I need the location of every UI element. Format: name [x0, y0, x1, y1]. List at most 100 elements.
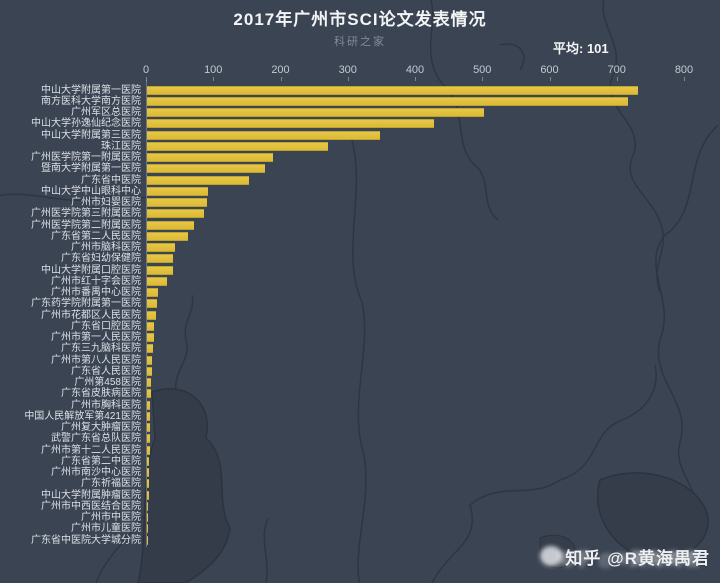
bar — [147, 254, 174, 264]
bar — [147, 468, 150, 477]
chart-subtitle: 科研之家 — [334, 36, 386, 48]
hospital-label: 中山大学附属口腔医院 — [41, 264, 141, 276]
bar — [147, 119, 435, 129]
bar-row: 广东省皮肤病医院 — [0, 388, 720, 399]
bar-row: 广州复大肿瘤医院 — [0, 422, 720, 433]
bar-row: 中国人民解放军第421医院 — [0, 411, 720, 422]
bar-row: 广州市脑科医院 — [0, 242, 720, 253]
bar-row: 中山大学附属第一医院 — [0, 85, 720, 96]
bar — [147, 490, 150, 500]
bar-row: 广东省第二人民医院 — [0, 231, 720, 242]
hospital-label: 广州市番禺中心医院 — [51, 287, 141, 298]
hospital-label: 中山大学孙逸仙纪念医院 — [31, 118, 141, 130]
hospital-label: 中山大学附属肿瘤医院 — [41, 489, 141, 501]
bar-row: 广州市妇婴医院 — [0, 197, 720, 208]
hospital-label: 武警广东省总队医院 — [51, 433, 141, 445]
bar-row: 广州第458医院 — [0, 377, 720, 388]
bar-row: 中山大学孙逸仙纪念医院 — [0, 118, 720, 129]
bar — [147, 513, 149, 522]
x-tick-mark — [146, 77, 147, 81]
bar-row: 广东省第二中医院 — [0, 456, 720, 467]
bar — [147, 389, 152, 399]
bar — [147, 175, 250, 185]
hospital-label: 广东三九脑科医院 — [61, 343, 141, 355]
bar-row: 广州市中西医结合医院 — [0, 501, 720, 512]
x-tick-label: 600 — [540, 64, 559, 76]
x-tick-label: 700 — [607, 64, 626, 76]
hospital-label: 广东省皮肤病医院 — [61, 388, 141, 400]
bar — [147, 333, 154, 342]
hospital-label: 广州市脑科医院 — [71, 242, 141, 253]
hospital-label: 广州复大肿瘤医院 — [61, 422, 141, 433]
hospital-label: 广州市花都区人民医院 — [41, 309, 141, 321]
bar-row: 广州市儿童医院 — [0, 523, 720, 534]
x-tick-mark — [616, 77, 618, 81]
bar — [147, 344, 154, 354]
bar-row: 广州市花都区人民医院 — [0, 310, 720, 321]
hospital-label: 南方医科大学南方医院 — [41, 95, 141, 107]
bar-row: 中山大学附属第三医院 — [0, 130, 720, 141]
bar — [147, 265, 173, 275]
hospital-label: 广州军区总医院 — [71, 107, 141, 118]
bar — [147, 310, 156, 320]
bar-row: 广州医学院第二附属医院 — [0, 220, 720, 231]
bar-row: 广州市中医院 — [0, 512, 720, 523]
hospital-label: 广州医学院第一附属医院 — [31, 152, 141, 163]
bar — [147, 378, 152, 387]
bar-row: 广东省口腔医院 — [0, 321, 720, 332]
y-axis-line — [146, 80, 147, 547]
hospital-label: 广州市儿童医院 — [71, 523, 141, 535]
hospital-label: 广州市红十字会医院 — [51, 275, 141, 287]
x-tick-mark — [482, 77, 484, 81]
bar-row: 广州军区总医院 — [0, 107, 720, 118]
bar — [147, 411, 151, 421]
x-tick-mark — [684, 77, 685, 81]
hospital-label: 中山大学附属第三医院 — [41, 129, 141, 141]
page-title: 2017年广州市SCI论文发表情况 — [233, 10, 487, 29]
bar — [147, 209, 205, 219]
bar — [147, 186, 209, 196]
bar — [147, 355, 153, 365]
bar — [147, 366, 152, 376]
bar-row: 广州市胸科医院 — [0, 400, 720, 411]
hospital-label: 广东祈福医院 — [81, 478, 141, 490]
bar — [147, 130, 381, 140]
hospital-label: 中山大学附属第一医院 — [41, 84, 141, 96]
hospital-label: 中国人民解放军第421医院 — [24, 410, 141, 422]
x-tick-mark — [213, 77, 215, 81]
x-tick-mark — [280, 77, 282, 81]
hospital-label: 广东省中医院 — [81, 174, 141, 186]
x-tick-mark — [347, 77, 349, 81]
x-tick-label: 100 — [204, 64, 223, 76]
bar — [147, 231, 189, 241]
bar-row: 广州市南沙中心医院 — [0, 467, 720, 478]
x-tick-label: 300 — [338, 64, 357, 76]
average-value-label: 平均: 101 — [553, 41, 609, 56]
bar-row: 广东祈福医院 — [0, 478, 720, 489]
bar-row: 武警广东省总队医院 — [0, 433, 720, 444]
zhihu-logo-ghost-icon — [540, 546, 562, 566]
bar — [147, 434, 150, 444]
bar — [147, 276, 168, 286]
bar-row: 广州市红十字会医院 — [0, 276, 720, 287]
hospital-label: 广州市第一人民医院 — [51, 332, 141, 343]
x-tick-mark — [415, 77, 416, 81]
x-tick-label: 0 — [142, 64, 150, 76]
hospital-label: 广东省中医院大学城分院 — [31, 534, 141, 546]
bar — [147, 288, 159, 297]
bar-row: 广州医学院第三附属医院 — [0, 208, 720, 219]
bar-row: 广东省中医院大学城分院 — [0, 535, 720, 546]
bar-row: 中山大学附属口腔医院 — [0, 265, 720, 276]
bar-row: 暨南大学附属第一医院 — [0, 163, 720, 174]
bar — [147, 85, 638, 95]
hospital-label: 广州市中医院 — [81, 512, 141, 523]
bar-row: 广州市第八人民医院 — [0, 355, 720, 366]
bar — [147, 96, 628, 106]
bar-row: 广州市番禺中心医院 — [0, 287, 720, 298]
bar-row: 中山大学附属肿瘤医院 — [0, 490, 720, 501]
bar — [147, 243, 176, 252]
bar — [147, 400, 151, 410]
bar — [147, 423, 150, 432]
